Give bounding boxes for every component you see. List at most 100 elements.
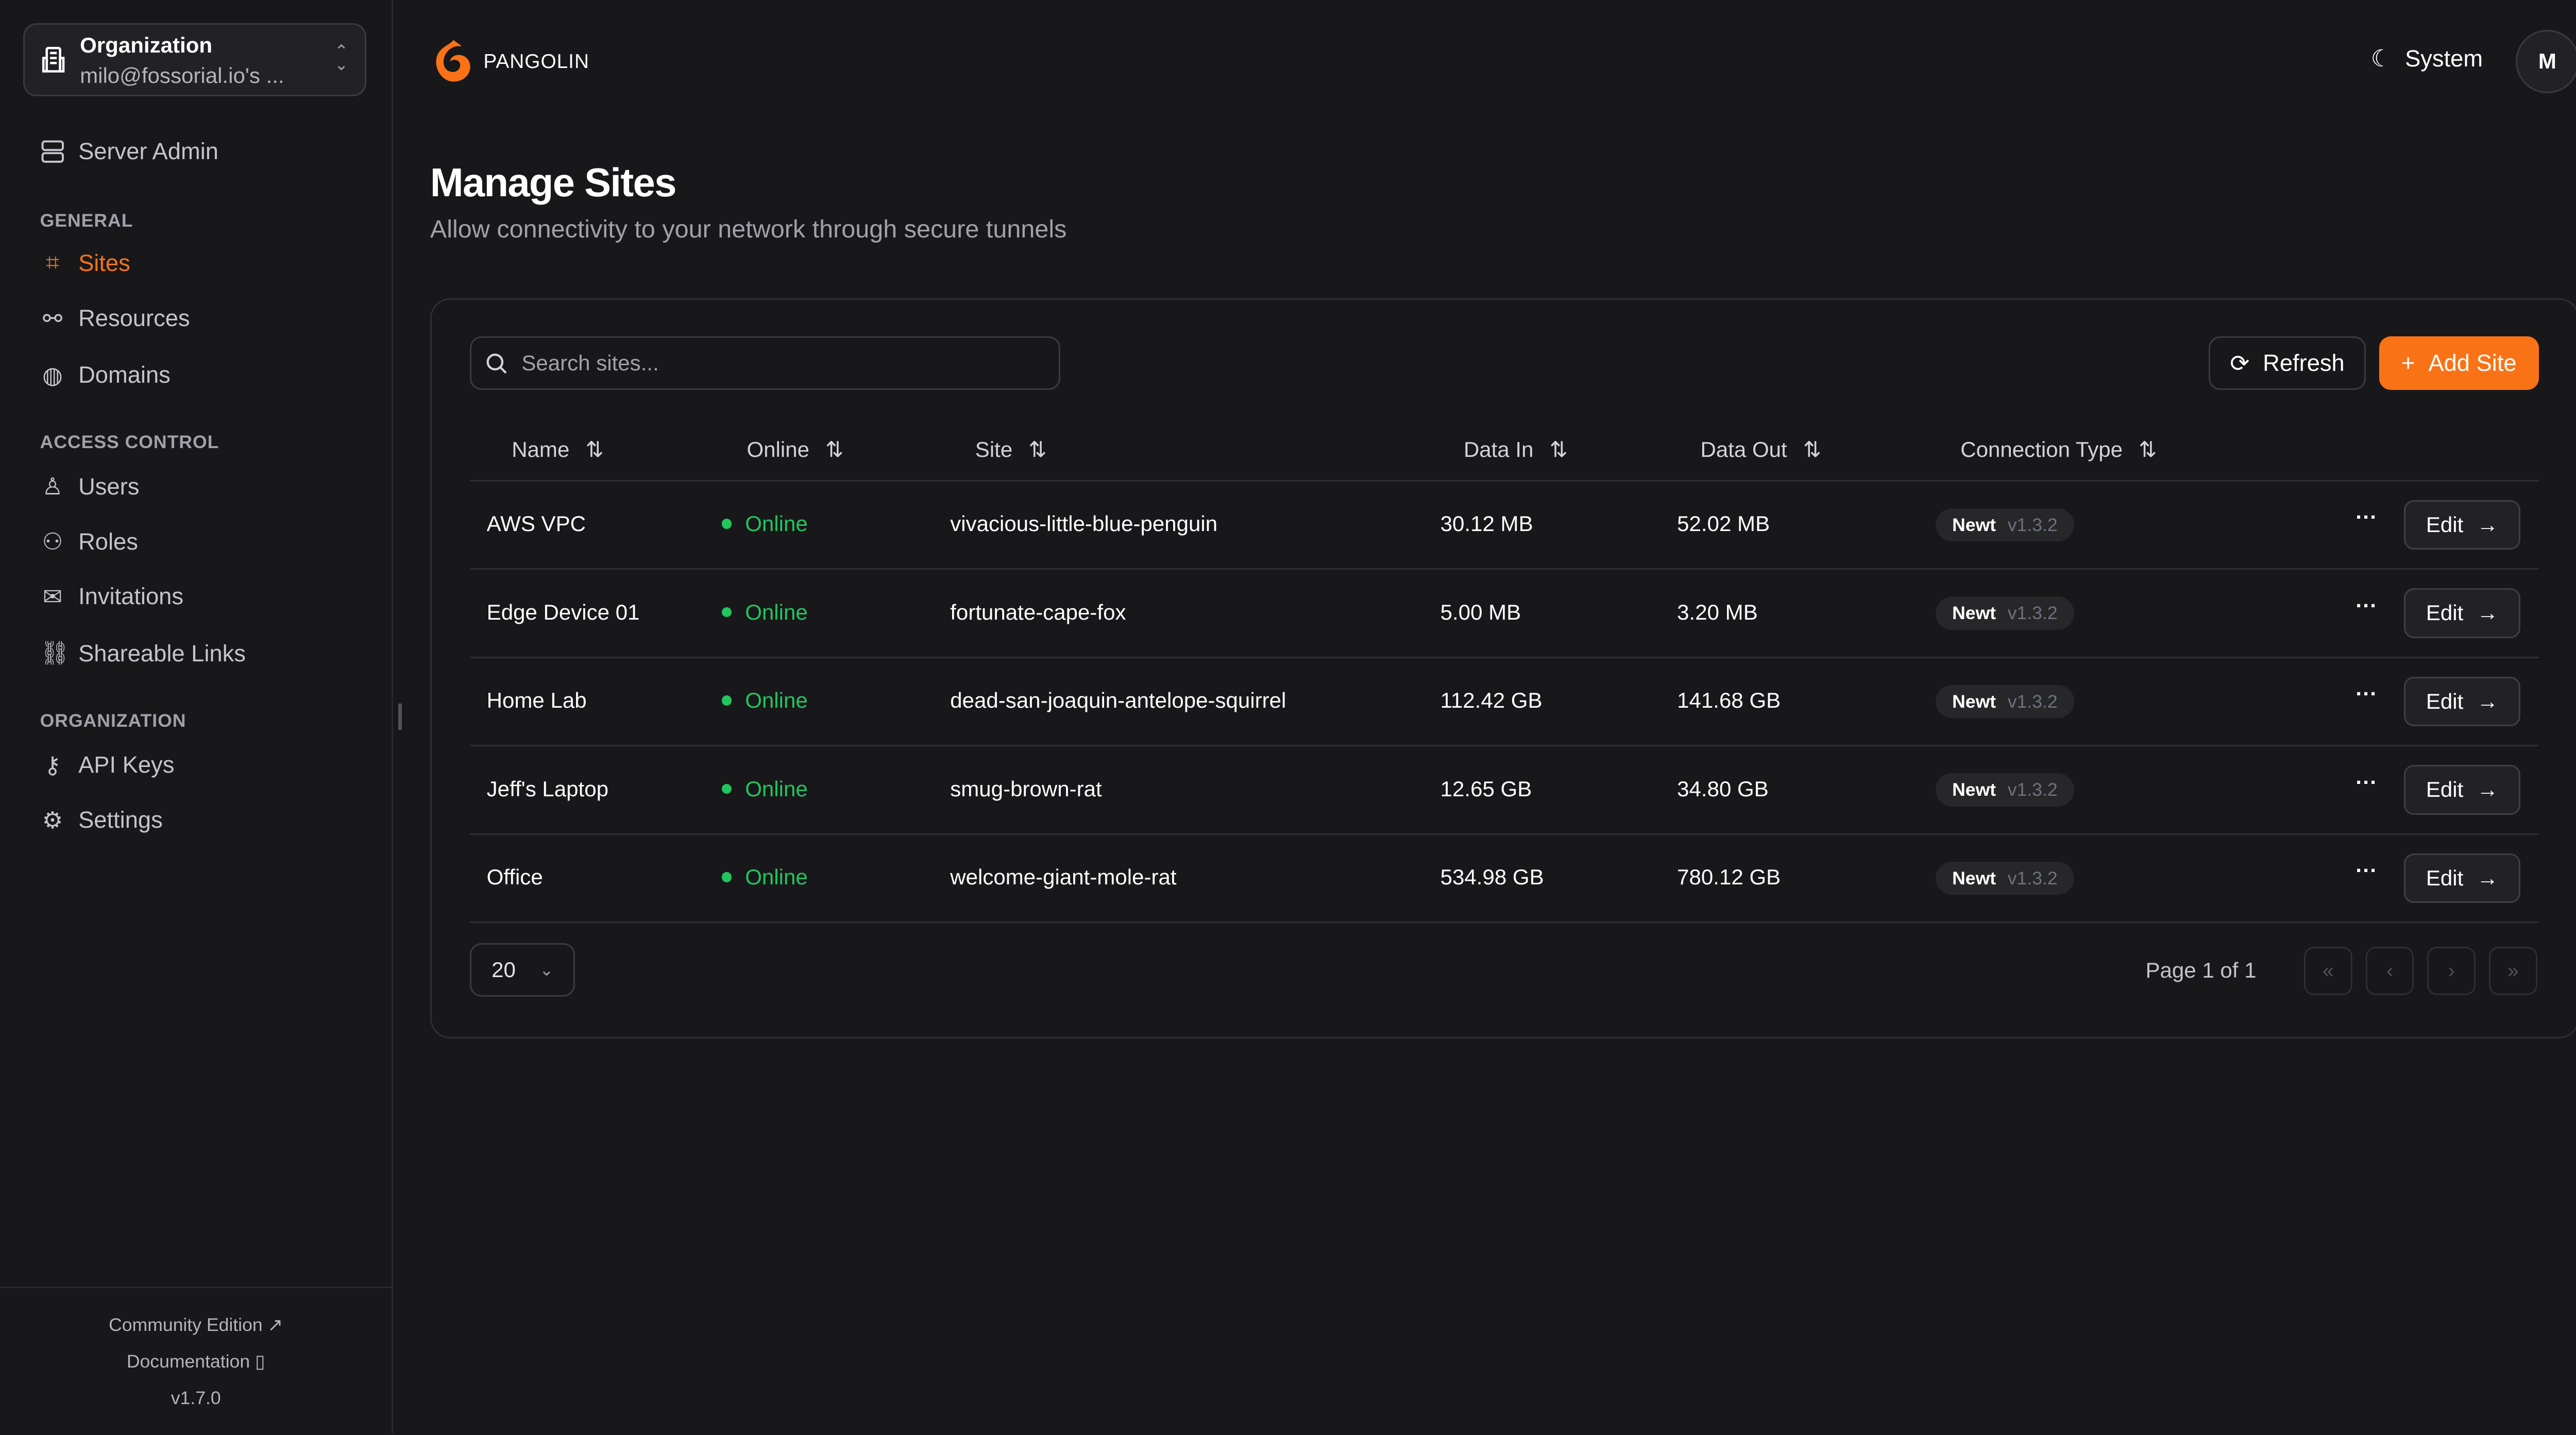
arrow-right-icon: → xyxy=(2477,777,2499,802)
org-selector[interactable]: Organization milo@fossorial.io's ... ⌃ ⌄ xyxy=(23,23,367,97)
sidebar-item-sites[interactable]: ⌗ Sites xyxy=(40,245,130,282)
sidebar: Organization milo@fossorial.io's ... ⌃ ⌄ … xyxy=(0,0,394,1435)
column-label: Site xyxy=(975,437,1013,462)
gear-icon: ⚙ xyxy=(42,807,63,833)
community-edition-link[interactable]: Community Edition ↗ xyxy=(0,1307,392,1343)
documentation-link[interactable]: Documentation ▯ xyxy=(0,1343,392,1380)
arrow-right-icon: → xyxy=(2477,512,2499,537)
connection-version: v1.3.2 xyxy=(2007,779,2058,800)
page-size-value: 20 xyxy=(492,958,516,982)
chevron-down-icon: ⌄ xyxy=(539,961,554,980)
nav-label: Domains xyxy=(78,362,171,388)
status-dot-icon xyxy=(721,783,732,794)
column-label: Connection Type xyxy=(1960,437,2123,462)
prev-page-button[interactable]: ‹ xyxy=(2365,946,2414,995)
column-header[interactable]: Connection Type ⇅ xyxy=(1960,437,2157,462)
theme-toggle[interactable]: ☾ System xyxy=(2371,45,2483,72)
connection-badge: Newt v1.3.2 xyxy=(1935,596,2075,630)
edit-button[interactable]: Edit → xyxy=(2404,588,2521,638)
data-out: 34.80 GB xyxy=(1677,776,1769,801)
nav-label: Users xyxy=(78,473,140,500)
connection-badge: Newt v1.3.2 xyxy=(1935,685,2075,719)
table-row: Office Online welcome-giant-mole-rat 534… xyxy=(470,835,2539,924)
data-out: 3.20 MB xyxy=(1677,600,1758,624)
sidebar-item-api-keys[interactable]: ⚷ API Keys xyxy=(40,747,174,783)
org-value: milo@fossorial.io's ... xyxy=(80,63,284,88)
nav-label: Shareable Links xyxy=(78,640,246,667)
site-id: dead-san-joaquin-antelope-squirrel xyxy=(950,688,1286,713)
sidebar-item-settings[interactable]: ⚙ Settings xyxy=(40,802,163,839)
status-label: Online xyxy=(745,865,808,890)
site-name: Edge Device 01 xyxy=(486,600,640,624)
site-id: vivacious-little-blue-penguin xyxy=(950,511,1218,536)
search-placeholder: Search sites... xyxy=(521,351,659,375)
sidebar-resize-handle[interactable] xyxy=(398,703,402,730)
table-header: Name ⇅ Online ⇅ Site ⇅ Data In ⇅ Data Out ⇅ C… xyxy=(470,423,2539,482)
column-header[interactable]: Data Out ⇅ xyxy=(1700,437,1821,462)
arrow-right-icon: → xyxy=(2477,689,2499,713)
data-in: 112.42 GB xyxy=(1440,688,1543,713)
more-actions-icon[interactable]: ··· xyxy=(2355,681,2378,706)
connection-type: Newt xyxy=(1952,867,1996,889)
more-actions-icon[interactable]: ··· xyxy=(2355,858,2378,883)
nav-label: Invitations xyxy=(78,583,184,610)
more-actions-icon[interactable]: ··· xyxy=(2355,593,2378,618)
status-label: Online xyxy=(745,600,808,624)
sidebar-item-roles[interactable]: ⚇ Roles xyxy=(40,523,138,560)
site-id: welcome-giant-mole-rat xyxy=(950,865,1177,890)
site-id: fortunate-cape-fox xyxy=(950,600,1126,624)
sidebar-item-users[interactable]: ♙ Users xyxy=(40,468,140,505)
add-site-button[interactable]: + Add Site xyxy=(2379,336,2539,390)
sidebar-item-resources[interactable]: ⚯ Resources xyxy=(40,300,190,336)
first-page-button[interactable]: « xyxy=(2303,946,2352,995)
column-header[interactable]: Name ⇅ xyxy=(512,437,604,462)
connection-type: Newt xyxy=(1952,779,1996,800)
sidebar-item-invitations[interactable]: ✉ Invitations xyxy=(40,578,183,615)
status-label: Online xyxy=(745,688,808,713)
users-icon: ⚇ xyxy=(42,528,63,555)
site-name: Jeff's Laptop xyxy=(486,776,609,801)
column-label: Name xyxy=(512,437,570,462)
online-status: Online xyxy=(721,511,808,536)
more-actions-icon[interactable]: ··· xyxy=(2355,505,2378,529)
moon-icon: ☾ xyxy=(2370,45,2392,72)
page-size-select[interactable]: 20 ⌄ xyxy=(470,943,575,997)
building-icon xyxy=(42,47,64,73)
edit-button[interactable]: Edit → xyxy=(2404,676,2521,727)
sidebar-item-domains[interactable]: ◍ Domains xyxy=(40,357,171,394)
add-site-label: Add Site xyxy=(2428,350,2517,377)
avatar[interactable]: M xyxy=(2516,30,2576,93)
chevrons-up-down-icon: ⌃ ⌄ xyxy=(334,42,349,74)
resources-icon: ⚯ xyxy=(42,305,62,332)
data-out: 52.02 MB xyxy=(1677,511,1770,536)
nav-label: Sites xyxy=(78,250,130,277)
logo[interactable]: PANGOLIN xyxy=(430,37,589,87)
sidebar-footer: Community Edition ↗ Documentation ▯ v1.7… xyxy=(0,1287,392,1435)
page-subtitle: Allow connectivity to your network throu… xyxy=(430,215,1067,244)
column-header[interactable]: Online ⇅ xyxy=(747,437,843,462)
edit-label: Edit xyxy=(2426,777,2464,802)
connection-version: v1.3.2 xyxy=(2007,867,2058,889)
column-header[interactable]: Site ⇅ xyxy=(975,437,1047,462)
last-page-button[interactable]: » xyxy=(2489,946,2537,995)
more-actions-icon[interactable]: ··· xyxy=(2355,770,2378,794)
edit-button[interactable]: Edit → xyxy=(2404,500,2521,550)
edit-label: Edit xyxy=(2426,601,2464,625)
sidebar-item-server-admin[interactable]: Server Admin xyxy=(40,133,218,170)
site-name: AWS VPC xyxy=(486,511,586,536)
nav-label: Server Admin xyxy=(78,138,218,165)
refresh-button[interactable]: ⟳ Refresh xyxy=(2209,336,2366,390)
next-page-button[interactable]: › xyxy=(2427,946,2476,995)
nav-label: Resources xyxy=(78,305,190,332)
data-in: 30.12 MB xyxy=(1440,511,1533,536)
edit-button[interactable]: Edit → xyxy=(2404,765,2521,815)
sidebar-item-shareable-links[interactable]: ⛓ Shareable Links xyxy=(40,635,246,672)
edit-button[interactable]: Edit → xyxy=(2404,853,2521,903)
nav-label: Settings xyxy=(78,807,163,833)
table-row: Jeff's Laptop Online smug-brown-rat 12.6… xyxy=(470,746,2539,835)
theme-label: System xyxy=(2405,45,2483,72)
search-input[interactable]: Search sites... xyxy=(470,336,1060,390)
column-header[interactable]: Data In ⇅ xyxy=(1464,437,1568,462)
site-name: Office xyxy=(486,865,543,890)
